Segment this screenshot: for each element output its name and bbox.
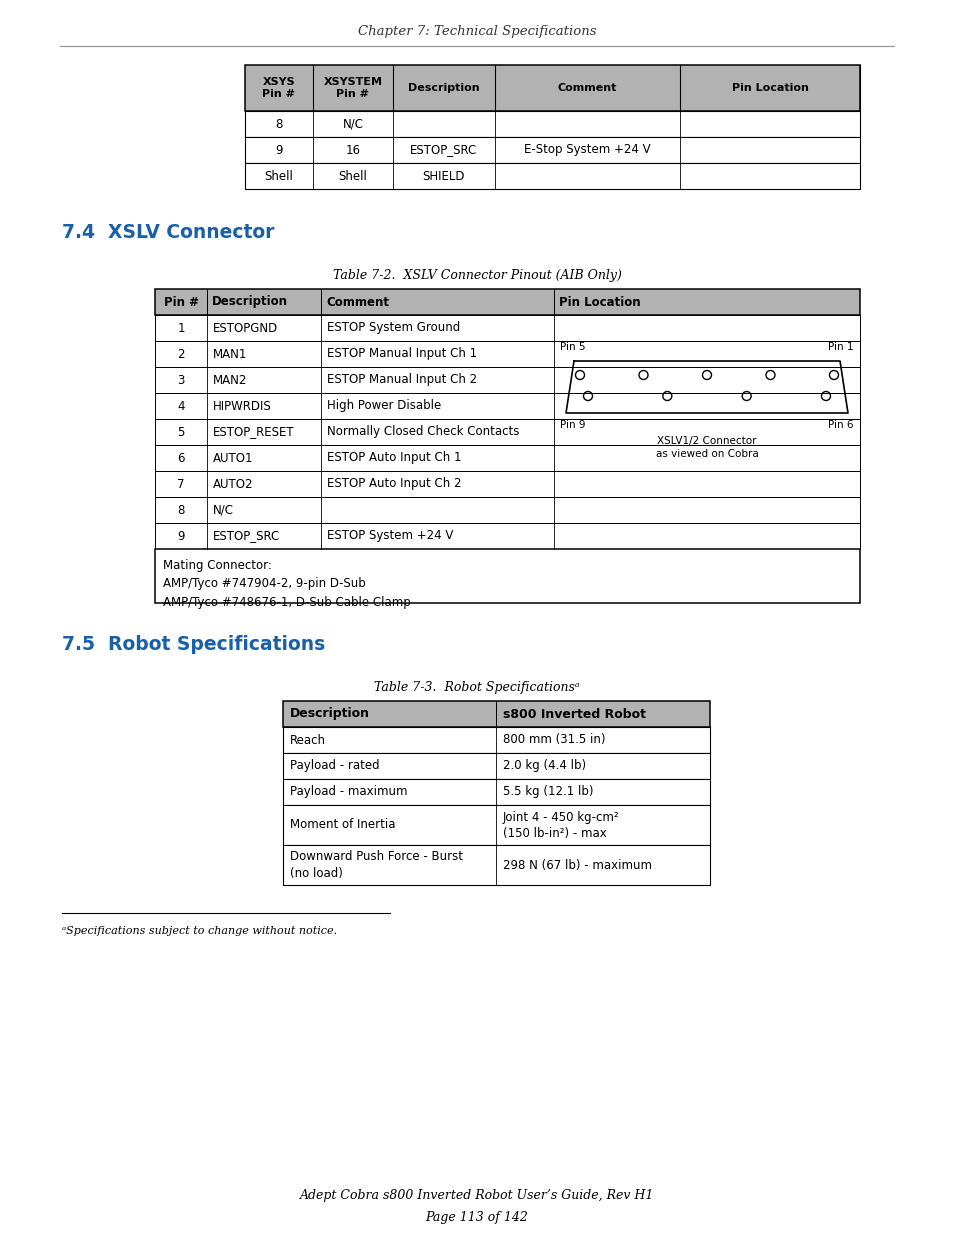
Text: 7: 7: [177, 478, 185, 490]
Text: Description: Description: [408, 83, 479, 93]
Text: 6: 6: [177, 452, 185, 464]
Text: Mating Connector:
AMP/Tyco #747904-2, 9-pin D-Sub
AMP/Tyco #748676-1, D-Sub Cabl: Mating Connector: AMP/Tyco #747904-2, 9-…: [163, 559, 411, 609]
Text: ESTOP Manual Input Ch 2: ESTOP Manual Input Ch 2: [327, 373, 476, 387]
Text: Pin Location: Pin Location: [731, 83, 807, 93]
Text: ESTOP Auto Input Ch 2: ESTOP Auto Input Ch 2: [327, 478, 461, 490]
Bar: [283, 805, 709, 845]
Text: MAN2: MAN2: [213, 373, 247, 387]
Text: 8: 8: [275, 117, 282, 131]
Bar: [154, 445, 859, 471]
Bar: [154, 367, 859, 393]
Text: Pin 5: Pin 5: [559, 342, 585, 352]
Text: 7.5  Robot Specifications: 7.5 Robot Specifications: [62, 636, 325, 655]
Text: ESTOP_SRC: ESTOP_SRC: [410, 143, 477, 157]
Text: Pin 6: Pin 6: [827, 420, 853, 430]
Text: Pin Location: Pin Location: [558, 295, 640, 309]
Text: 16: 16: [345, 143, 360, 157]
Text: Payload - rated: Payload - rated: [290, 760, 379, 773]
Bar: [245, 137, 859, 163]
Text: ESTOP Manual Input Ch 1: ESTOP Manual Input Ch 1: [327, 347, 476, 361]
Text: ESTOP_SRC: ESTOP_SRC: [213, 530, 280, 542]
Text: Pin 1: Pin 1: [827, 342, 853, 352]
Text: AUTO2: AUTO2: [213, 478, 253, 490]
Bar: [245, 163, 859, 189]
Text: as viewed on Cobra: as viewed on Cobra: [655, 450, 758, 459]
Text: E-Stop System +24 V: E-Stop System +24 V: [523, 143, 650, 157]
Text: ESTOP_RESET: ESTOP_RESET: [213, 426, 294, 438]
Text: XSYS
Pin #: XSYS Pin #: [262, 78, 295, 99]
Bar: [154, 341, 859, 367]
Text: Comment: Comment: [326, 295, 389, 309]
Bar: [154, 315, 859, 341]
Text: ESTOP System +24 V: ESTOP System +24 V: [327, 530, 453, 542]
Text: AUTO1: AUTO1: [213, 452, 253, 464]
Text: Shell: Shell: [338, 169, 367, 183]
Text: 5: 5: [177, 426, 185, 438]
Text: ESTOPGND: ESTOPGND: [213, 321, 278, 335]
Text: 1: 1: [177, 321, 185, 335]
Text: XSYSTEM
Pin #: XSYSTEM Pin #: [323, 78, 382, 99]
Bar: [154, 522, 859, 550]
Bar: [283, 701, 709, 727]
Bar: [154, 289, 859, 315]
Text: s800 Inverted Robot: s800 Inverted Robot: [502, 708, 645, 720]
Text: 800 mm (31.5 in): 800 mm (31.5 in): [502, 734, 605, 746]
Text: Chapter 7: Technical Specifications: Chapter 7: Technical Specifications: [357, 26, 596, 38]
Text: 3: 3: [177, 373, 185, 387]
Bar: [154, 550, 859, 603]
Text: N/C: N/C: [342, 117, 363, 131]
Text: 9: 9: [275, 143, 282, 157]
Text: Pin #: Pin #: [163, 295, 198, 309]
Bar: [283, 753, 709, 779]
Text: N/C: N/C: [213, 504, 233, 516]
Bar: [245, 111, 859, 137]
Text: MAN1: MAN1: [213, 347, 247, 361]
Text: 7.4  XSLV Connector: 7.4 XSLV Connector: [62, 224, 274, 242]
Text: 9: 9: [177, 530, 185, 542]
Bar: [154, 496, 859, 522]
Text: High Power Disable: High Power Disable: [327, 399, 441, 412]
Text: ᵃSpecifications subject to change without notice.: ᵃSpecifications subject to change withou…: [62, 926, 336, 936]
Bar: [283, 845, 709, 885]
Text: 2.0 kg (4.4 lb): 2.0 kg (4.4 lb): [502, 760, 585, 773]
Text: HIPWRDIS: HIPWRDIS: [213, 399, 272, 412]
Text: 5.5 kg (12.1 lb): 5.5 kg (12.1 lb): [502, 785, 593, 799]
Text: 8: 8: [177, 504, 185, 516]
Bar: [283, 727, 709, 753]
Bar: [154, 393, 859, 419]
Text: Comment: Comment: [558, 83, 617, 93]
Text: SHIELD: SHIELD: [422, 169, 465, 183]
Text: Table 7-3.  Robot Specificationsᵃ: Table 7-3. Robot Specificationsᵃ: [374, 680, 579, 694]
Text: Joint 4 - 450 kg-cm²
(150 lb-in²) - max: Joint 4 - 450 kg-cm² (150 lb-in²) - max: [502, 810, 619, 840]
Text: 2: 2: [177, 347, 185, 361]
Text: 4: 4: [177, 399, 185, 412]
Text: ESTOP Auto Input Ch 1: ESTOP Auto Input Ch 1: [327, 452, 461, 464]
Text: Downward Push Force - Burst
(no load): Downward Push Force - Burst (no load): [290, 851, 462, 879]
Text: Adept Cobra s800 Inverted Robot User’s Guide, Rev H1
Page 113 of 142: Adept Cobra s800 Inverted Robot User’s G…: [299, 1189, 654, 1224]
Bar: [245, 65, 859, 111]
Text: Table 7-2.  XSLV Connector Pinout (AIB Only): Table 7-2. XSLV Connector Pinout (AIB On…: [333, 268, 620, 282]
Text: XSLV1/2 Connector: XSLV1/2 Connector: [657, 436, 756, 446]
Text: Reach: Reach: [290, 734, 326, 746]
Text: Description: Description: [212, 295, 288, 309]
Bar: [154, 471, 859, 496]
Bar: [154, 419, 859, 445]
Text: Normally Closed Check Contacts: Normally Closed Check Contacts: [327, 426, 518, 438]
Text: Pin 9: Pin 9: [559, 420, 585, 430]
Text: Moment of Inertia: Moment of Inertia: [290, 819, 395, 831]
Text: Payload - maximum: Payload - maximum: [290, 785, 407, 799]
Text: Description: Description: [290, 708, 370, 720]
Text: Shell: Shell: [264, 169, 294, 183]
Bar: [283, 779, 709, 805]
Text: ESTOP System Ground: ESTOP System Ground: [327, 321, 459, 335]
Text: 298 N (67 lb) - maximum: 298 N (67 lb) - maximum: [502, 858, 651, 872]
